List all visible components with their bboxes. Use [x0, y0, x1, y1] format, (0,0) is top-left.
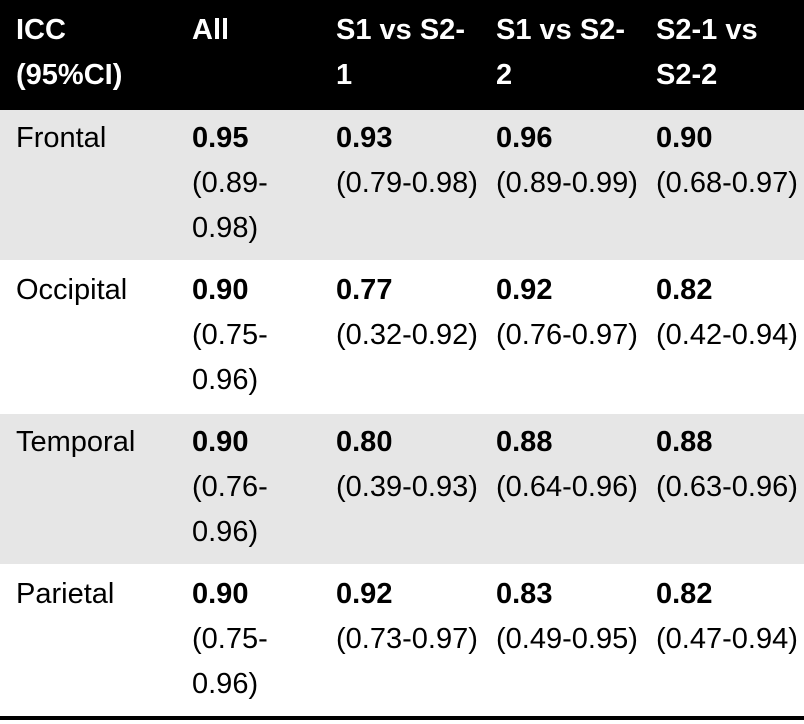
row: Parietal 0.90 (0.75-0.96) 0.92 (0.73-0.97) 0.…: [0, 564, 804, 718]
icc-value: 0.83: [496, 578, 553, 610]
cell: 0.88 (0.63-0.96): [640, 412, 804, 565]
confidence-interval: (0.89-0.98): [192, 167, 268, 244]
confidence-interval: (0.68-0.97): [656, 167, 798, 199]
row-label: Parietal: [0, 564, 176, 718]
cell: 0.80 (0.39-0.93): [320, 412, 480, 565]
confidence-interval: (0.79-0.98): [336, 167, 478, 199]
icc-value: 0.96: [496, 122, 553, 154]
icc-value: 0.80: [336, 426, 393, 458]
icc-value: 0.82: [656, 274, 713, 306]
header-row: ICC (95%CI) All S1 vs S2-1 S1 vs S2-2 S2-1 v…: [0, 0, 804, 110]
cell: 0.90 (0.75-0.96): [176, 260, 320, 413]
cell: 0.83 (0.49-0.95): [480, 564, 640, 718]
confidence-interval: (0.39-0.93): [336, 471, 478, 503]
table-body: Frontal 0.95 (0.89-0.98) 0.93 (0.79-0.98) 0.9…: [0, 110, 804, 718]
cell: 0.82 (0.42-0.94): [640, 260, 804, 413]
header-cell: ICC (95%CI): [0, 0, 176, 110]
confidence-interval: (0.75-0.96): [192, 623, 268, 700]
row-label: Occipital: [0, 260, 176, 413]
confidence-interval: (0.42-0.94): [656, 319, 798, 351]
cell: 0.90 (0.68-0.97): [640, 110, 804, 261]
icc-value: 0.82: [656, 578, 713, 610]
confidence-interval: (0.89-0.99): [496, 167, 638, 199]
icc-value: 0.88: [496, 426, 553, 458]
confidence-interval: (0.76-0.97): [496, 319, 638, 351]
row: Occipital 0.90 (0.75-0.96) 0.77 (0.32-0.92) 0…: [0, 260, 804, 413]
cell: 0.88 (0.64-0.96): [480, 412, 640, 565]
cell: 0.90 (0.76-0.96): [176, 412, 320, 565]
cell: 0.92 (0.76-0.97): [480, 260, 640, 413]
header-cell: S2-1 vs S2-2: [640, 0, 804, 110]
icc-value: 0.88: [656, 426, 713, 458]
icc-value: 0.90: [192, 274, 249, 306]
confidence-interval: (0.32-0.92): [336, 319, 478, 351]
icc-value: 0.95: [192, 122, 249, 154]
header-cell: All: [176, 0, 320, 110]
header-cell: S1 vs S2-2: [480, 0, 640, 110]
confidence-interval: (0.63-0.96): [656, 471, 798, 503]
cell: 0.93 (0.79-0.98): [320, 110, 480, 261]
cell: 0.82 (0.47-0.94): [640, 564, 804, 718]
icc-value: 0.92: [336, 578, 393, 610]
icc-value: 0.90: [192, 426, 249, 458]
confidence-interval: (0.73-0.97): [336, 623, 478, 655]
row-label: Temporal: [0, 412, 176, 565]
row-label: Frontal: [0, 110, 176, 261]
header-cell: S1 vs S2-1: [320, 0, 480, 110]
cell: 0.77 (0.32-0.92): [320, 260, 480, 413]
row: Frontal 0.95 (0.89-0.98) 0.93 (0.79-0.98) 0.9…: [0, 110, 804, 261]
icc-value: 0.90: [656, 122, 713, 154]
cell: 0.92 (0.73-0.97): [320, 564, 480, 718]
confidence-interval: (0.76-0.96): [192, 471, 268, 548]
icc-value: 0.90: [192, 578, 249, 610]
confidence-interval: (0.49-0.95): [496, 623, 638, 655]
confidence-interval: (0.47-0.94): [656, 623, 798, 655]
icc-value: 0.92: [496, 274, 553, 306]
cell: 0.95 (0.89-0.98): [176, 110, 320, 261]
icc-value: 0.93: [336, 122, 393, 154]
icc-value: 0.77: [336, 274, 393, 306]
row: Temporal 0.90 (0.76-0.96) 0.80 (0.39-0.93) 0.…: [0, 412, 804, 565]
cell: 0.90 (0.75-0.96): [176, 564, 320, 718]
cell: 0.96 (0.89-0.99): [480, 110, 640, 261]
confidence-interval: (0.64-0.96): [496, 471, 638, 503]
confidence-interval: (0.75-0.96): [192, 319, 268, 396]
